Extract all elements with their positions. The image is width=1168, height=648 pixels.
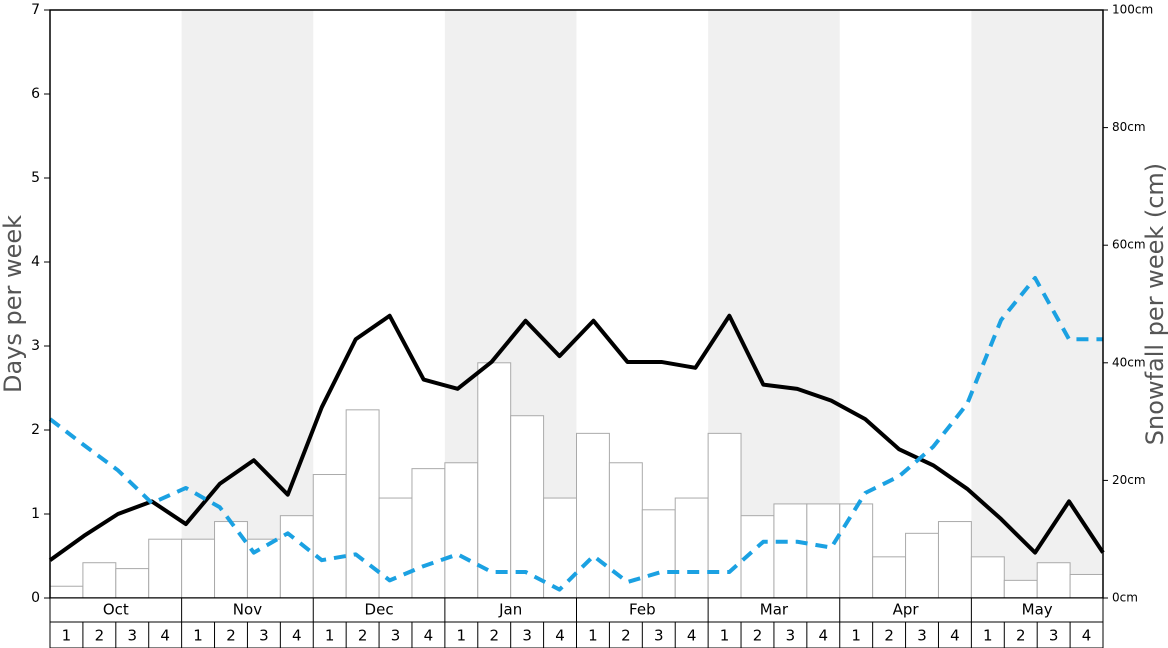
bar bbox=[970, 556, 1005, 599]
y2-tick-label: 100cm bbox=[1112, 3, 1153, 17]
bar bbox=[773, 503, 808, 599]
y-tick-label: 2 bbox=[31, 422, 40, 438]
line bbox=[48, 313, 1105, 562]
y-tick-label: 6 bbox=[31, 86, 40, 102]
month-label: Oct bbox=[103, 601, 129, 619]
y-tick-label: 5 bbox=[31, 170, 40, 186]
y2-tick-label: 20cm bbox=[1112, 473, 1146, 487]
y-tick-label: 0 bbox=[31, 590, 40, 606]
bar bbox=[181, 538, 216, 599]
month-label: Mar bbox=[760, 601, 789, 619]
y2-tick-label: 60cm bbox=[1112, 238, 1146, 252]
x-tick-label: 2 bbox=[489, 627, 499, 645]
month-label: Dec bbox=[365, 601, 394, 619]
x-tick-label: 4 bbox=[1082, 627, 1092, 645]
x-tick-label: 4 bbox=[950, 627, 960, 645]
y2-tick-label: 80cm bbox=[1112, 120, 1146, 134]
bar bbox=[839, 503, 874, 599]
bar bbox=[872, 556, 907, 599]
x-tick-label: 1 bbox=[588, 627, 598, 645]
y2-tick-label: 0cm bbox=[1112, 591, 1138, 605]
bar bbox=[477, 362, 512, 599]
x-tick-label: 2 bbox=[1016, 627, 1026, 645]
x-tick-label: 4 bbox=[819, 627, 829, 645]
bar bbox=[905, 532, 939, 599]
x-tick-label: 3 bbox=[127, 627, 137, 645]
bar bbox=[641, 509, 676, 599]
month-label: May bbox=[1022, 601, 1053, 619]
x-tick-label: 3 bbox=[654, 627, 664, 645]
bar bbox=[214, 521, 248, 599]
bar bbox=[312, 474, 347, 599]
month-shade bbox=[181, 10, 314, 598]
x-tick-label: 1 bbox=[62, 627, 72, 645]
x-tick-label: 1 bbox=[325, 627, 335, 645]
month-label: Nov bbox=[233, 601, 262, 619]
month-shade bbox=[971, 10, 1103, 598]
bar bbox=[378, 497, 413, 599]
x-tick-label: 2 bbox=[95, 627, 105, 645]
month-label: Feb bbox=[629, 601, 656, 619]
bar bbox=[1036, 562, 1071, 599]
x-tick-label: 2 bbox=[358, 627, 368, 645]
x-tick-label: 1 bbox=[193, 627, 203, 645]
y-tick-label: 3 bbox=[31, 338, 40, 354]
y-axis-label: Days per week bbox=[0, 215, 27, 393]
x-tick-label: 4 bbox=[292, 627, 302, 645]
bar bbox=[444, 462, 479, 599]
x-tick-label: 4 bbox=[160, 627, 170, 645]
x-tick-label: 3 bbox=[786, 627, 796, 645]
y-tick-label: 7 bbox=[31, 2, 40, 18]
bar bbox=[674, 497, 709, 599]
bar bbox=[49, 585, 84, 599]
x-tick-label: 4 bbox=[555, 627, 565, 645]
x-tick-label: 1 bbox=[851, 627, 861, 645]
x-tick-label: 3 bbox=[1049, 627, 1059, 645]
x-tick-label: 3 bbox=[391, 627, 401, 645]
x-tick-label: 4 bbox=[424, 627, 434, 645]
x-tick-label: 4 bbox=[687, 627, 697, 645]
bar bbox=[148, 538, 183, 599]
month-label: Apr bbox=[893, 601, 920, 619]
bar bbox=[1069, 573, 1104, 599]
x-tick-label: 1 bbox=[720, 627, 730, 645]
y-tick-label: 4 bbox=[31, 254, 40, 270]
bar bbox=[937, 521, 972, 599]
bar bbox=[115, 568, 150, 599]
bar bbox=[543, 497, 577, 599]
x-tick-label: 2 bbox=[621, 627, 631, 645]
y-tick-label: 1 bbox=[31, 506, 40, 522]
x-tick-label: 3 bbox=[522, 627, 532, 645]
x-tick-label: 1 bbox=[983, 627, 993, 645]
bar bbox=[806, 503, 841, 599]
bar bbox=[1003, 579, 1038, 599]
x-tick-label: 3 bbox=[259, 627, 269, 645]
y2-tick-label: 40cm bbox=[1112, 355, 1146, 369]
x-tick-label: 2 bbox=[884, 627, 894, 645]
bar bbox=[82, 562, 117, 599]
x-tick-label: 2 bbox=[753, 627, 763, 645]
bar bbox=[279, 515, 314, 599]
x-tick-label: 1 bbox=[457, 627, 467, 645]
bar bbox=[576, 432, 610, 599]
y2-axis-label: Snowfall per week (cm) bbox=[1141, 163, 1168, 445]
bar bbox=[411, 468, 446, 599]
x-tick-label: 3 bbox=[917, 627, 927, 645]
month-label: Jan bbox=[498, 601, 522, 619]
x-tick-label: 2 bbox=[226, 627, 236, 645]
